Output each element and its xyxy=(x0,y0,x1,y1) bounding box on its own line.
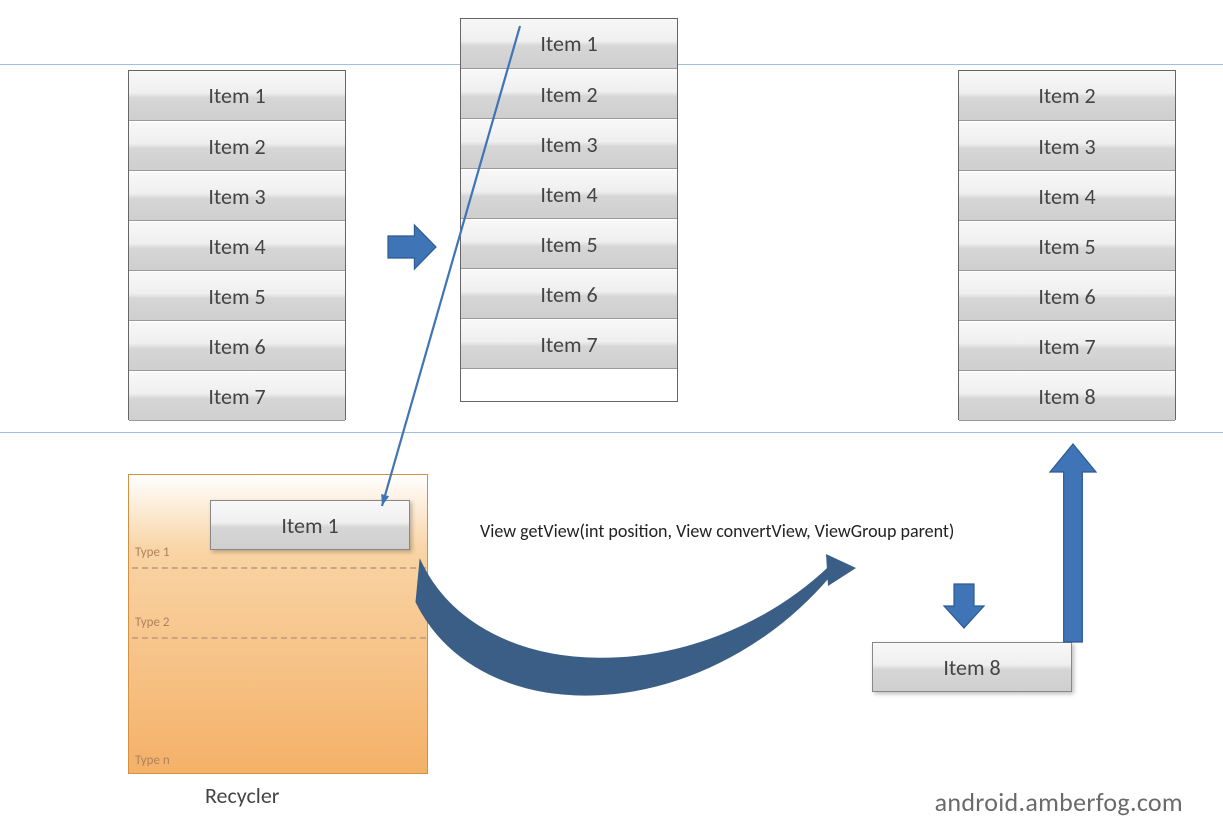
list-row: Item 2 xyxy=(129,121,345,171)
list-row: Item 1 xyxy=(129,71,345,121)
list-row: Item 5 xyxy=(461,219,677,269)
footer-url: android.amberfog.com xyxy=(935,786,1183,818)
list-row: Item 3 xyxy=(461,119,677,169)
list-row: Item 2 xyxy=(959,71,1175,121)
list-row: Item 4 xyxy=(959,171,1175,221)
list-row: Item 2 xyxy=(461,69,677,119)
recycler-divider xyxy=(132,567,426,569)
list-row: Item 3 xyxy=(959,121,1175,171)
recycler-caption: Recycler xyxy=(205,782,279,809)
recycler-type-label: Type 2 xyxy=(135,615,169,630)
list-row: Item 4 xyxy=(461,169,677,219)
list-before-scroll: Item 1Item 2Item 3Item 4Item 5Item 6Item… xyxy=(128,70,346,420)
list-during-scroll: Item 1Item 2Item 3Item 4Item 5Item 6Item… xyxy=(460,18,678,402)
list-row: Item 6 xyxy=(129,321,345,371)
list-row: Item 6 xyxy=(959,271,1175,321)
new-item-chip: Item 8 xyxy=(872,642,1072,692)
list-row: Item 7 xyxy=(129,371,345,421)
list-row: Item 5 xyxy=(129,271,345,321)
list-row: Item 4 xyxy=(129,221,345,271)
recycler-divider xyxy=(132,637,426,639)
list-row: Item 7 xyxy=(959,321,1175,371)
recycler-type-label: Type n xyxy=(135,753,170,768)
recycler-type-label: Type 1 xyxy=(135,545,169,560)
viewport-bottom-line xyxy=(0,432,1223,433)
list-row: Item 8 xyxy=(959,371,1175,421)
recycled-item-chip: Item 1 xyxy=(210,500,410,550)
list-row: Item 5 xyxy=(959,221,1175,271)
list-row: Item 7 xyxy=(461,319,677,369)
list-after-scroll: Item 2Item 3Item 4Item 5Item 6Item 7Item… xyxy=(958,70,1176,420)
list-row: Item 6 xyxy=(461,269,677,319)
list-row: Item 3 xyxy=(129,171,345,221)
getview-code-text: View getView(int position, View convertV… xyxy=(480,520,954,542)
list-row: Item 1 xyxy=(461,19,677,69)
